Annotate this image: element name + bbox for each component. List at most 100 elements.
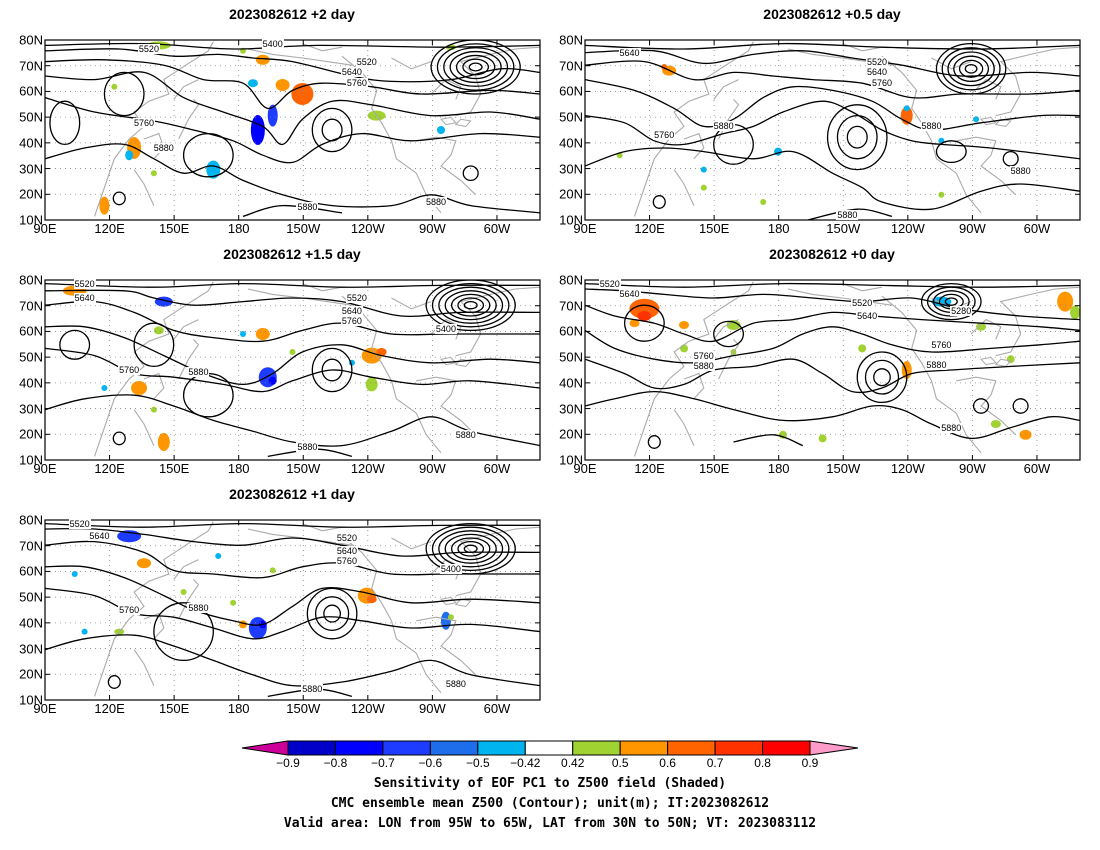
z500-contour-ring — [153, 602, 214, 662]
lon-label: 90E — [33, 221, 57, 236]
sensitivity-shade — [180, 589, 187, 595]
z500-contour — [45, 540, 540, 579]
z500-contour — [45, 300, 540, 343]
z500-contour-ring — [873, 368, 891, 387]
z500-contour-ring — [972, 398, 990, 414]
lon-label: 90W — [419, 701, 446, 716]
lon-label: 60W — [1023, 221, 1051, 236]
panel-title-4: 2023082612 +0 day — [769, 246, 895, 262]
lon-label: 150W — [826, 461, 861, 476]
coastline — [787, 288, 892, 306]
sensitivity-shade — [700, 184, 707, 191]
z500-contour — [45, 527, 540, 557]
contour-label: 5880 — [692, 361, 715, 372]
z500-contour-ring — [836, 114, 878, 160]
contour-label: 5760 — [118, 605, 141, 615]
sensitivity-shade — [629, 319, 640, 328]
coastline — [416, 376, 476, 436]
contour-label: 5520 — [851, 298, 874, 309]
z500-contour-ring — [314, 596, 350, 632]
lon-label: 90W — [419, 221, 446, 236]
contour-label: 5880 — [152, 143, 175, 153]
contour-label: 5640 — [618, 289, 641, 300]
z500-contour-ring — [103, 71, 145, 117]
sensitivity-shade — [366, 595, 377, 604]
contour-label: 5880 — [1009, 166, 1032, 177]
lat-label: 30N — [19, 161, 43, 177]
sensitivity-shade — [137, 558, 151, 569]
lat-label: 50N — [559, 349, 583, 365]
z500-contour-ring — [431, 282, 510, 328]
z500-contour-ring — [323, 604, 342, 623]
lat-label: 10N — [19, 212, 43, 228]
lon-label: 60W — [1023, 461, 1051, 476]
sensitivity-shade — [938, 191, 945, 198]
lon-label: 120E — [94, 701, 125, 716]
z500-contour — [585, 78, 1080, 131]
lon-label: 150E — [698, 461, 730, 476]
contour-label: 5520 — [335, 533, 358, 543]
colorbar-tick-label: −0.42 — [510, 756, 541, 770]
coastline — [93, 281, 214, 457]
z500-contour-ring — [964, 63, 978, 74]
lat-label: 60N — [19, 563, 43, 579]
sensitivity-shade — [1070, 305, 1080, 320]
z500-contour — [45, 522, 540, 528]
caption-line-3: Valid area: LON from 95W to 65W, LAT fro… — [283, 816, 817, 831]
lat-label: 30N — [559, 401, 583, 417]
lat-label: 30N — [19, 401, 43, 417]
map-frame — [584, 279, 1081, 461]
z500-contour-ring — [846, 125, 868, 149]
z500-contour — [45, 289, 540, 318]
sensitivity-shade — [247, 79, 258, 88]
contour-label: 5640 — [73, 293, 96, 303]
map-panel-1 — [44, 39, 541, 221]
contour-label: 5880 — [296, 202, 319, 213]
lon-label: 90E — [573, 221, 597, 236]
z500-contour-ring — [941, 47, 1001, 91]
z500-contour-ring — [450, 537, 491, 561]
contour-label: 5880 — [454, 429, 477, 440]
coastline — [391, 57, 432, 70]
z500-contour-ring — [112, 191, 126, 206]
lat-label: 50N — [19, 109, 43, 125]
coastline — [430, 78, 462, 100]
lon-label: 180 — [227, 461, 250, 476]
lon-label: 60W — [483, 701, 511, 716]
coastline — [341, 535, 442, 694]
sensitivity-shade — [679, 321, 689, 329]
z500-contour-ring — [438, 286, 504, 324]
lat-label: 80N — [559, 32, 583, 48]
lake-outline — [440, 116, 457, 126]
colorbar-tick-label: 0.7 — [706, 756, 724, 770]
colorbar-bin — [334, 740, 384, 756]
coastline — [178, 579, 200, 620]
coastline — [970, 78, 1002, 100]
z500-contour — [585, 390, 1080, 440]
sensitivity-shade — [206, 160, 221, 179]
z500-contour-ring — [443, 47, 509, 87]
lat-label: 70N — [19, 58, 43, 74]
lon-label: 150E — [698, 221, 730, 236]
map-frame — [44, 39, 541, 221]
map-frame — [44, 519, 541, 701]
sensitivity-shade — [365, 377, 378, 392]
lon-label: 150W — [826, 221, 861, 236]
colorbar-bin — [572, 740, 621, 756]
sensitivity-shade — [255, 54, 270, 65]
contour-label: 5760 — [692, 350, 715, 361]
lon-label: 150E — [158, 461, 190, 476]
lon-label: 120W — [350, 701, 385, 716]
sensitivity-shade — [726, 320, 741, 330]
contour-label: 5640 — [856, 311, 879, 321]
z500-contour-ring — [182, 372, 234, 418]
z500-contour — [733, 434, 804, 447]
colorbar-tick-label: 0.42 — [561, 756, 585, 770]
lake-outline — [440, 596, 457, 606]
contour-label: 5520 — [68, 518, 91, 529]
lake-outline — [440, 356, 457, 366]
coastline — [173, 79, 199, 100]
z500-contour — [45, 325, 540, 386]
z500-contour-ring — [647, 435, 661, 449]
lake-outline — [994, 358, 1012, 367]
